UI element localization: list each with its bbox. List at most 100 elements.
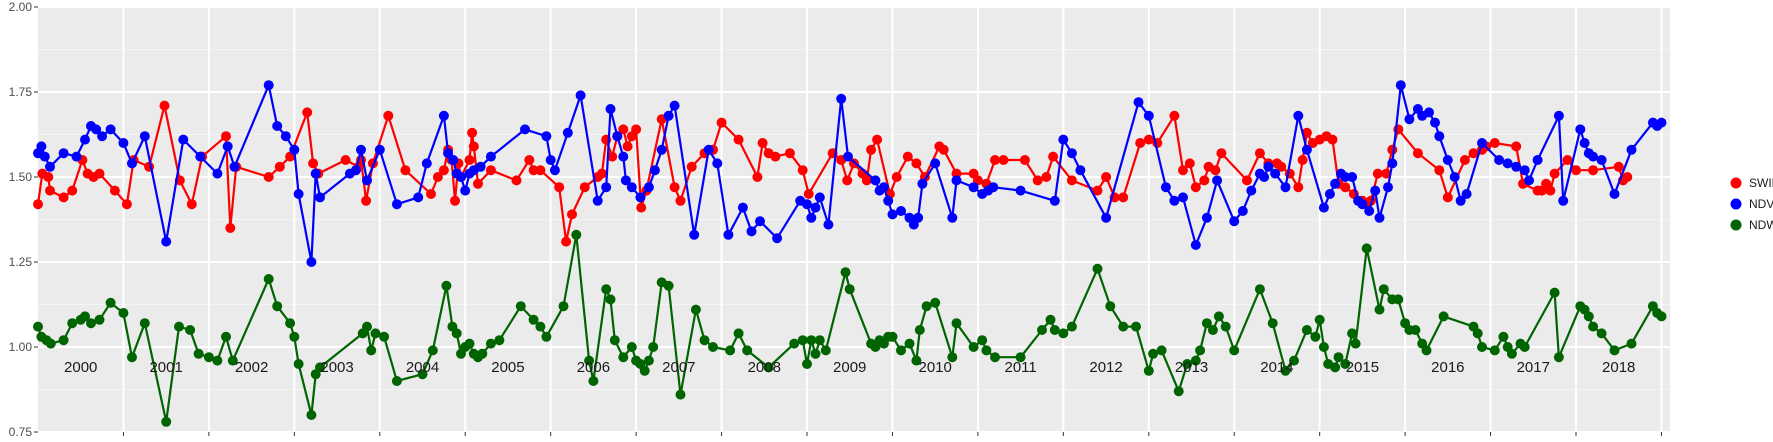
year-label: 2015 — [1346, 359, 1379, 376]
data-point-swir — [1135, 138, 1146, 148]
data-point-ndwi — [221, 331, 231, 342]
data-point-ndwi — [293, 359, 304, 369]
data-point-ndvi — [592, 195, 603, 206]
data-point-swir — [1101, 172, 1112, 182]
y-tick-label: 1.75 — [9, 85, 33, 99]
data-point-swir — [618, 124, 629, 135]
data-point-ndvi — [1511, 161, 1522, 172]
year-label: 2008 — [748, 359, 781, 376]
data-point-swir — [511, 175, 522, 186]
year-label: 2005 — [491, 359, 524, 376]
data-point-ndvi — [823, 219, 834, 230]
data-point-ndwi — [626, 342, 637, 352]
data-point-ndvi — [374, 144, 385, 155]
data-point-ndvi — [1383, 182, 1393, 193]
data-point-ndwi — [1207, 325, 1218, 335]
y-tick-label: 1.00 — [9, 340, 33, 354]
data-point-swir — [1381, 168, 1392, 179]
data-point-swir — [67, 185, 78, 196]
data-point-ndwi — [1213, 311, 1224, 322]
data-point-ndwi — [427, 345, 438, 356]
data-point-swir — [1254, 148, 1265, 159]
data-point-ndwi — [1410, 325, 1421, 335]
data-point-swir — [1549, 168, 1560, 179]
data-point-swir — [1048, 151, 1059, 162]
data-point-swir — [467, 127, 478, 138]
data-point-ndvi — [1263, 161, 1274, 172]
year-label: 2010 — [918, 359, 951, 376]
legend-key-swir — [1730, 177, 1742, 189]
data-point-ndvi — [36, 141, 47, 152]
data-point-ndvi — [549, 165, 560, 176]
year-label: 2011 — [1004, 359, 1036, 376]
data-point-ndvi — [1588, 151, 1599, 162]
data-point-ndwi — [1549, 287, 1560, 298]
data-point-swir — [902, 151, 913, 162]
data-point-swir — [473, 178, 483, 189]
data-point-ndvi — [605, 104, 616, 114]
data-point-ndvi — [263, 80, 274, 91]
data-point-ndwi — [977, 335, 988, 346]
data-point-ndwi — [1361, 243, 1372, 254]
data-point-ndwi — [227, 355, 238, 366]
data-point-swir — [340, 155, 351, 165]
data-point-ndwi — [485, 338, 496, 349]
data-point-ndvi — [802, 199, 812, 210]
data-point-ndvi — [913, 212, 924, 223]
data-point-ndvi — [391, 199, 402, 210]
data-point-ndvi — [1387, 158, 1398, 169]
data-point-swir — [1412, 148, 1423, 159]
data-point-ndwi — [1378, 284, 1389, 295]
data-point-swir — [579, 182, 590, 193]
data-point-ndwi — [1340, 359, 1351, 369]
data-point-ndvi — [39, 151, 50, 162]
data-point-ndvi — [1015, 185, 1026, 196]
data-point-swir — [1184, 158, 1195, 169]
data-point-swir — [1190, 182, 1201, 193]
data-point-ndwi — [1421, 345, 1432, 356]
data-point-ndvi — [161, 236, 172, 247]
data-point-ndvi — [887, 209, 898, 220]
data-point-swir — [94, 168, 105, 179]
data-point-swir — [221, 131, 231, 142]
y-tick-label: 2.00 — [9, 0, 33, 14]
data-point-ndwi — [742, 345, 753, 356]
data-point-ndwi — [1519, 342, 1530, 352]
data-point-ndvi — [1347, 172, 1358, 182]
data-point-ndwi — [494, 335, 505, 346]
data-point-ndwi — [1553, 352, 1564, 363]
data-point-swir — [1143, 134, 1154, 145]
year-label: 2002 — [235, 359, 268, 376]
data-point-swir — [58, 192, 69, 203]
data-point-ndvi — [456, 172, 466, 182]
data-point-ndwi — [1220, 321, 1231, 332]
data-point-ndwi — [1301, 325, 1312, 335]
data-point-ndvi — [475, 161, 486, 172]
data-point-swir — [1613, 161, 1624, 172]
data-point-ndwi — [663, 280, 674, 291]
data-point-swir — [1545, 185, 1556, 196]
data-point-ndwi — [1045, 314, 1056, 325]
data-point-ndwi — [1118, 321, 1129, 332]
data-point-ndwi — [1037, 325, 1047, 335]
data-point-ndvi — [362, 175, 372, 186]
data-point-ndvi — [1160, 182, 1171, 193]
y-tick-label: 1.50 — [9, 170, 33, 184]
year-label: 2004 — [406, 359, 439, 376]
data-point-swir — [1066, 175, 1077, 186]
data-point-ndvi — [1133, 97, 1144, 108]
data-point-ndvi — [806, 212, 817, 223]
data-point-ndvi — [689, 229, 700, 240]
data-point-ndwi — [1472, 328, 1483, 339]
data-point-swir — [1118, 192, 1129, 203]
data-point-ndwi — [896, 345, 906, 356]
data-point-ndwi — [690, 304, 701, 315]
data-point-ndvi — [272, 121, 283, 131]
data-point-ndvi — [413, 192, 424, 203]
data-point-ndvi — [1212, 175, 1223, 186]
data-point-ndvi — [1395, 80, 1406, 91]
series-layer — [33, 80, 1667, 427]
data-point-ndvi — [1246, 185, 1257, 196]
data-point-ndwi — [601, 284, 612, 295]
